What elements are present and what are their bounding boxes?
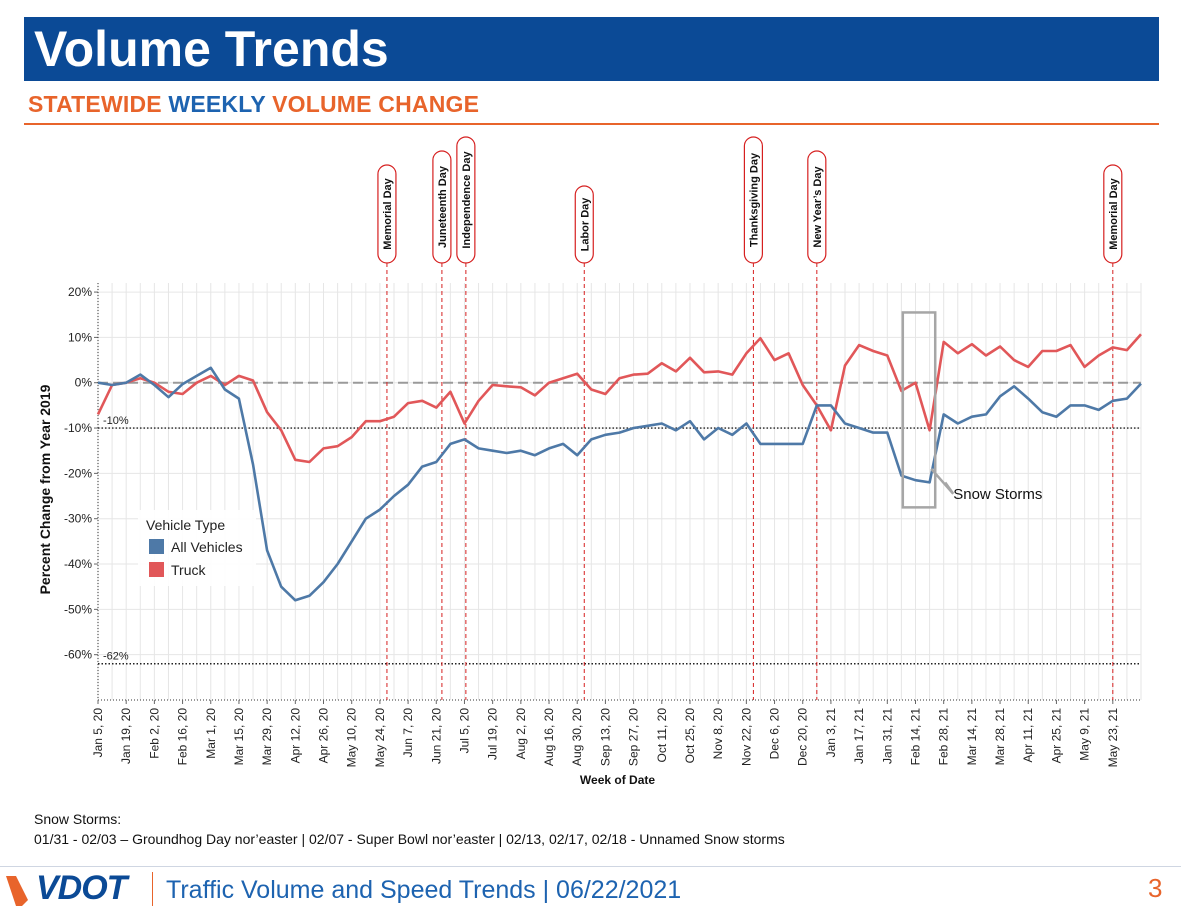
x-tick-label: Jan 17, 21: [852, 708, 866, 764]
subtitle-part-weekly: WEEKLY: [168, 91, 266, 117]
legend-label: All Vehicles: [171, 539, 243, 555]
snow-storm-box: [901, 311, 937, 509]
x-tick-label: May 10, 20: [345, 708, 359, 768]
x-tick-label: Nov 22, 20: [739, 708, 753, 766]
x-tick-label: Jun 7, 20: [401, 708, 415, 758]
title-bar: Volume Trends: [24, 17, 1159, 81]
reference-line-label: -62%: [103, 651, 129, 663]
x-tick-label: Feb 14, 21: [908, 708, 922, 766]
x-axis-title: Week of Date: [580, 773, 655, 787]
x-tick-label: Dec 20, 20: [796, 708, 810, 766]
x-tick-label: Mar 28, 21: [993, 708, 1007, 766]
y-tick-label: 10%: [68, 330, 92, 344]
holiday-marker: [432, 150, 452, 264]
page-title: Volume Trends: [34, 21, 389, 77]
holiday-label: Independence Day: [461, 151, 473, 249]
holiday-label: Memorial Day: [382, 177, 394, 249]
y-tick-label: 0%: [75, 376, 93, 390]
x-tick-label: Mar 15, 20: [232, 708, 246, 766]
x-tick-label: Apr 12, 20: [288, 708, 302, 764]
vdot-logo-mark-icon: [6, 876, 28, 906]
legend-swatch: [149, 562, 164, 577]
volume-trend-chart: 20% 10% 0% -10% -20% -30% -40% -50% -60% -10% -62%…: [37, 136, 1142, 787]
footer-divider: [0, 866, 1181, 867]
y-tick-label: -30%: [64, 512, 92, 526]
x-tick-label: Jul 5, 20: [457, 708, 471, 754]
series-line-all-vehicles: [97, 366, 1142, 602]
page-subtitle: STATEWIDE WEEKLY VOLUME CHANGE: [28, 91, 479, 118]
holiday-label: Juneteenth Day: [437, 165, 449, 248]
legend-label: Truck: [171, 562, 206, 578]
x-tick-label: Jul 19, 20: [486, 708, 500, 760]
notes-heading: Snow Storms:: [34, 811, 122, 827]
holiday-label: Labor Day: [579, 197, 591, 252]
x-tick-label: Jan 5, 20: [91, 708, 105, 758]
x-tick-label: Aug 2, 20: [514, 708, 528, 760]
snow-storm-annotation-label: Snow Storms: [953, 486, 1042, 503]
footer-separator: [152, 872, 153, 906]
y-tick-label: 20%: [68, 285, 92, 299]
footer-text: Traffic Volume and Speed Trends | 06/22/…: [166, 876, 682, 904]
snow-storm-callout-pointer: [930, 468, 955, 495]
y-tick-label: -10%: [64, 421, 92, 435]
x-tick-label: Apr 11, 21: [1021, 708, 1035, 763]
x-tick-label: Mar 14, 21: [965, 708, 979, 766]
holiday-marker: [377, 164, 397, 264]
y-tick-label: -20%: [64, 466, 92, 480]
x-tick-label: May 9, 21: [1078, 708, 1092, 761]
holiday-marker: [456, 136, 476, 264]
x-tick-label: Oct 11, 20: [655, 708, 669, 763]
legend-title: Vehicle Type: [146, 517, 225, 533]
x-tick-label: Jun 21, 20: [429, 708, 443, 764]
x-tick-label: Jan 31, 21: [880, 708, 894, 764]
subtitle-part-statewide: STATEWIDE: [28, 91, 169, 117]
x-tick-label: Apr 25, 21: [1049, 708, 1063, 764]
x-tick-label: Oct 25, 20: [683, 708, 697, 764]
legend-swatch: [149, 539, 164, 554]
x-tick-label: Sep 27, 20: [627, 708, 641, 766]
subtitle-rule: [24, 123, 1159, 125]
y-tick-label: -40%: [64, 557, 92, 571]
x-tick-label: Apr 26, 20: [317, 708, 331, 764]
x-tick-label: Mar 29, 20: [260, 708, 274, 766]
holiday-label: Thanksgiving Day: [748, 152, 760, 247]
page-number: 3: [1148, 873, 1163, 903]
holiday-marker: [807, 150, 827, 264]
x-tick-label: Feb 16, 20: [176, 708, 190, 766]
vdot-logo: VDOT: [6, 870, 148, 906]
holiday-label: New Year’s Day: [812, 166, 824, 248]
x-tick-label: Jan 3, 21: [824, 708, 838, 758]
holiday-marker: [574, 185, 594, 264]
notes-body: 01/31 - 02/03 – Groundhog Day nor’easter…: [34, 831, 785, 847]
subtitle-part-volume-change: VOLUME CHANGE: [265, 91, 480, 117]
logo-text: VDOT: [36, 869, 127, 907]
holiday-marker: [1103, 164, 1123, 264]
y-axis-title: Percent Change from Year 2019: [37, 384, 53, 594]
x-tick-label: Nov 8, 20: [711, 708, 725, 760]
reference-line-label: -10%: [103, 415, 129, 427]
x-tick-label: Dec 6, 20: [768, 708, 782, 760]
x-tick-label: Aug 30, 20: [570, 708, 584, 766]
x-tick-label: May 23, 21: [1106, 708, 1120, 768]
x-tick-label: May 24, 20: [373, 708, 387, 768]
x-tick-label: Feb 2, 20: [147, 708, 161, 759]
series-line-truck: [96, 333, 1142, 464]
x-tick-label: Feb 28, 21: [937, 708, 951, 766]
y-tick-label: -50%: [64, 602, 92, 616]
x-tick-label: Sep 13, 20: [598, 708, 612, 766]
x-tick-label: Mar 1, 20: [204, 708, 218, 759]
holiday-label: Memorial Day: [1108, 177, 1120, 249]
y-tick-label: -60%: [64, 648, 92, 662]
x-tick-label: Jan 19, 20: [119, 708, 133, 764]
x-tick-label: Aug 16, 20: [542, 708, 556, 766]
holiday-marker: [743, 136, 763, 264]
